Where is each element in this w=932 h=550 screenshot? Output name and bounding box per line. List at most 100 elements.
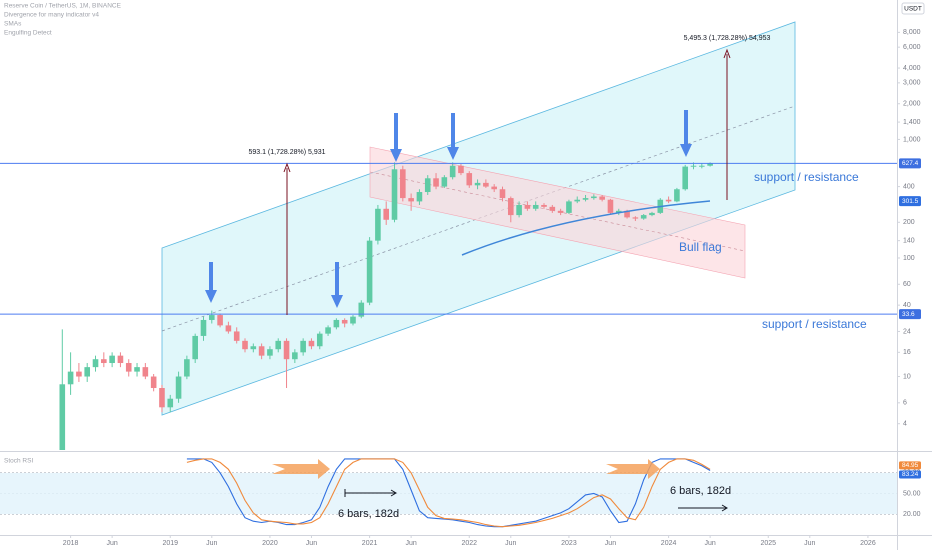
y-tick-label: 6,000: [903, 44, 921, 51]
candle-body: [640, 215, 647, 219]
x-tick-label: 2023: [561, 540, 577, 547]
candle-body: [582, 198, 589, 200]
x-tick-label: 2022: [461, 540, 477, 547]
y-tick-label: 24: [903, 328, 911, 335]
value-label: 84.95: [902, 462, 919, 469]
y-tick-label: 1,400: [903, 119, 921, 126]
candle-body: [134, 367, 140, 372]
candle-body: [316, 333, 323, 347]
y-tick-label: 140: [903, 237, 915, 244]
candle-body: [275, 340, 282, 350]
arrow-head: [723, 48, 731, 59]
down-arrow: [447, 113, 459, 160]
x-tick-label: 2019: [162, 540, 178, 547]
y-tick-label: 16: [903, 349, 911, 356]
candle-body: [591, 196, 597, 199]
currency[interactable]: USDT: [904, 6, 922, 13]
flag: [369, 146, 746, 279]
candle-body: [250, 346, 257, 350]
candle-body: [674, 189, 680, 202]
candle-body: [632, 217, 639, 219]
candle-body: [117, 355, 124, 364]
x-tick-label: Jun: [505, 540, 516, 547]
candle-body: [200, 319, 207, 336]
candle-body: [391, 169, 398, 220]
candle-body: [125, 363, 132, 372]
down-arrow: [205, 262, 217, 303]
flag-mid: [369, 171, 746, 252]
indicator: Divergence for many indicator v4: [4, 12, 99, 19]
y-tick-label: 60: [903, 281, 911, 288]
candle-body: [699, 165, 705, 167]
candle-body: [308, 340, 315, 347]
y-tick-label: 50.00: [903, 490, 921, 497]
down-arrow: [680, 110, 692, 157]
value-label-box: [899, 470, 921, 479]
candle-body: [283, 340, 290, 360]
candle-body: [408, 198, 414, 202]
candle-body: [59, 384, 66, 450]
candle-body: [433, 178, 439, 187]
candle-body: [267, 349, 273, 356]
candle-body: [491, 186, 497, 190]
x-tick-label: 2024: [661, 540, 677, 547]
currency-box[interactable]: [901, 2, 925, 15]
x-tick-label: 2025: [760, 540, 776, 547]
candle-body: [159, 388, 165, 408]
candle-body: [233, 331, 240, 341]
arrow-head: [283, 162, 291, 173]
candle-body: [375, 208, 381, 241]
y-tick-label: 400: [903, 183, 915, 190]
candle-body: [333, 319, 340, 328]
orange-arrow: [606, 459, 660, 479]
candle-body: [192, 335, 198, 360]
down-arrow: [331, 262, 343, 308]
candle-body: [615, 210, 622, 213]
y-tick-label: 10: [903, 373, 911, 380]
indicator: SMAs: [4, 21, 22, 28]
channel-mid: [161, 105, 796, 332]
price-label-box: [899, 158, 921, 169]
annotation: support / resistance: [762, 317, 867, 331]
price-label: 33.6: [902, 311, 915, 318]
candle-body: [175, 376, 182, 399]
candle-body: [167, 398, 174, 408]
down-arrows: [205, 110, 692, 308]
candle-body: [516, 204, 522, 216]
candle-body: [474, 182, 481, 186]
measure-label: 5,495.3 (1,728.28%) 54,953: [684, 35, 771, 42]
y-tick-label: 1,000: [903, 136, 921, 143]
candle-body: [142, 367, 149, 377]
candle-body: [424, 178, 431, 193]
candle-body: [225, 325, 232, 332]
y-tick-label: 200: [903, 219, 915, 226]
candle-body: [690, 165, 697, 167]
candle-body: [541, 204, 547, 207]
candle-body: [524, 204, 531, 209]
y-tick-label: 40: [903, 302, 911, 309]
y-tick-label: 6: [903, 400, 907, 407]
candle-body: [150, 376, 157, 389]
candle-body: [682, 166, 689, 190]
price-label-box: [899, 196, 921, 207]
candle-body: [325, 327, 331, 334]
indicator: Engulfing Detect: [4, 30, 52, 37]
candle-body: [92, 359, 99, 368]
sma-line: [461, 200, 711, 256]
pane-title: Stoch RSI: [4, 458, 33, 465]
candle-body: [383, 208, 390, 220]
price-label-box: [899, 309, 921, 320]
y-tick-label: 4,000: [903, 65, 921, 72]
x-tick-label: 2026: [860, 540, 876, 547]
y-tick-label: 4: [903, 421, 907, 428]
candle-body: [665, 199, 672, 202]
candle-body: [499, 189, 506, 199]
candle-body: [624, 210, 630, 218]
annotation: 6 bars, 182d: [338, 508, 399, 520]
x-tick-label: Jun: [206, 540, 217, 547]
candle-body: [242, 340, 248, 350]
candle-body: [67, 371, 74, 385]
orange-arrow: [272, 459, 330, 479]
x-tick-label: Jun: [804, 540, 815, 547]
x-tick-label: Jun: [405, 540, 416, 547]
